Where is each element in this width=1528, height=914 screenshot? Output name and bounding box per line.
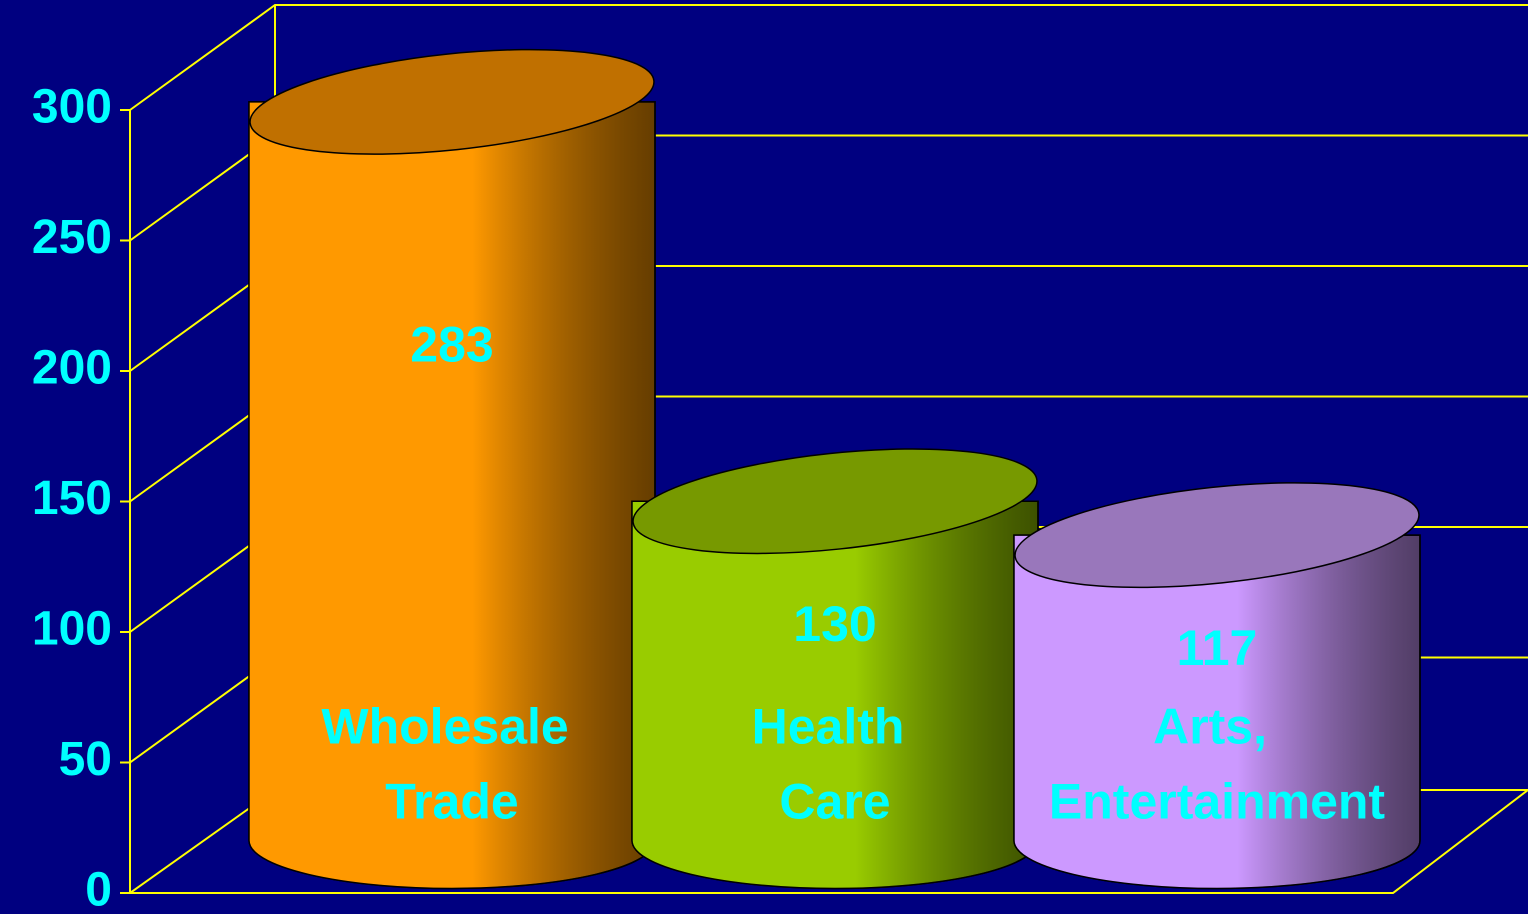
value-label: 130 [793,596,876,652]
y-tick-label: 50 [59,733,112,786]
y-tick-label: 100 [32,603,112,656]
value-label: 117 [1177,620,1258,676]
y-tick-label: 0 [85,864,112,914]
bar [248,101,656,890]
y-tick-label: 250 [32,211,112,264]
bar-top [632,448,1038,555]
bar [631,500,1039,890]
y-tick-label: 150 [32,472,112,525]
y-tick-label: 200 [32,342,112,395]
value-label: 283 [410,317,493,373]
category-label: Health Care [752,699,919,830]
bar-top [1014,482,1420,589]
category-label: Wholesale Trade [321,699,582,830]
bar-top [249,48,655,155]
category-label: Arts, Entertainment [1049,699,1386,830]
y-tick-label: 300 [32,81,112,134]
bar [1013,534,1421,890]
